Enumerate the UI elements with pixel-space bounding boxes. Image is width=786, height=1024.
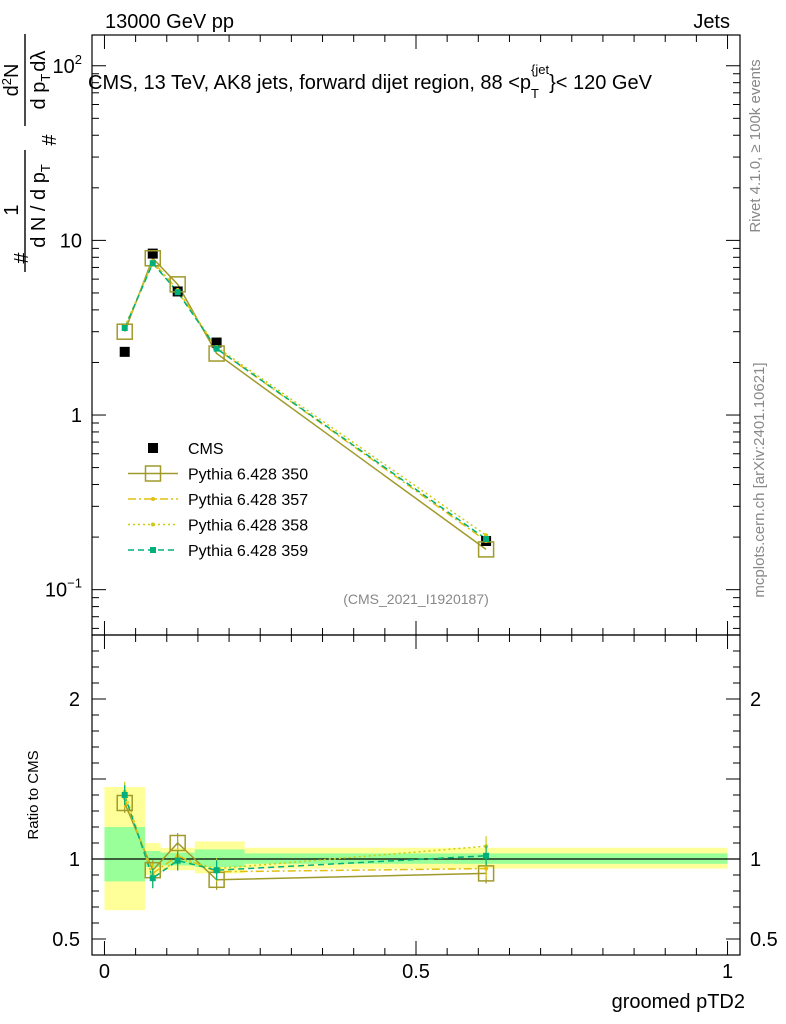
ratio-line-357: [124, 797, 487, 875]
main-point-359: [121, 325, 128, 331]
ylabel-hash-1: #: [11, 252, 33, 264]
legend-entry: Pythia 6.428 358: [128, 518, 308, 535]
main-y-tick-label: 10−1: [45, 576, 82, 602]
rivet-label: Rivet 4.1.0, ≥ 100k events: [747, 59, 764, 232]
x-tick-label: 1: [722, 961, 733, 983]
main-data-points: [116, 248, 495, 558]
main-point-350: [116, 323, 133, 340]
legend-label: CMS: [188, 441, 224, 458]
ratio-uncertainty-bands: [104, 787, 728, 911]
main-y-tick-label: 102: [53, 52, 82, 78]
chart-title-sup: {jet: [531, 62, 549, 77]
main-y-tick-label: 10: [60, 230, 82, 252]
x-axis-label: groomed pTD2: [612, 991, 745, 1013]
ratio-y-tick-label-right: 1: [750, 849, 761, 871]
main-point-cms: [211, 337, 222, 348]
legend-label: Pythia 6.428 358: [188, 518, 308, 535]
ratio-y-tick-label-right: 2: [750, 689, 761, 711]
main-point-359: [213, 345, 220, 352]
ylabel-hash-2: #: [39, 134, 61, 146]
ratio-y-tick-label: 0.5: [52, 929, 80, 951]
x-tick-label: 0: [99, 961, 110, 983]
main-point-359: [483, 536, 490, 543]
x-tick-label: 0.5: [402, 961, 430, 983]
ylabel-dn-dpt: d N / d pT: [28, 164, 53, 248]
ratio-point-359: [149, 875, 156, 882]
ratio-y-axis-label: Ratio to CMS: [25, 750, 42, 839]
legend-marker: [151, 497, 155, 501]
main-series-lines: [124, 256, 487, 551]
ratio-plot-frame: [91, 634, 741, 956]
ratio-tick-labels: 0.5 0.5 1 1 2 2 0 0.5 1: [52, 689, 778, 983]
ratio-y-tick-label: 1: [69, 849, 80, 871]
ratio-point-359: [121, 792, 128, 798]
chart-title-tail: }< 120 GeV: [549, 72, 653, 94]
main-y-tick-label: 1: [71, 405, 82, 427]
legend-marker: [151, 522, 155, 527]
legend: CMS Pythia 6.428 350 Pythia 6.428 357 Pythi…: [128, 441, 308, 560]
ratio-y-tick-label: 2: [69, 689, 80, 711]
main-point-cms: [119, 346, 130, 357]
ratio-panel: 0.5 0.5 1 1 2 2 0 0.5 1: [52, 634, 778, 983]
ylabel-one: 1: [1, 204, 23, 215]
legend-entry: Pythia 6.428 359: [128, 543, 308, 560]
chart-title-main: CMS, 13 TeV, AK8 jets, forward dijet reg…: [88, 72, 531, 94]
energy-label: 13000 GeV pp: [105, 11, 234, 33]
legend-label: Pythia 6.428 359: [188, 543, 308, 560]
chart-title-sub: T: [531, 86, 539, 101]
ratio-line-358: [123, 791, 487, 880]
ratio-data-points: [116, 781, 495, 890]
main-point-359: [174, 289, 181, 296]
chart-title: CMS, 13 TeV, AK8 jets, forward dijet reg…: [88, 62, 653, 101]
main-panel: 10−1 1 10 102: [45, 34, 741, 636]
category-label: Jets: [693, 11, 730, 33]
ratio-frame-box: [91, 634, 741, 956]
main-y-tick-labels: 10−1 1 10 102: [45, 52, 82, 602]
analysis-id: (CMS_2021_I1920187): [343, 591, 489, 607]
ratio-point-359: [483, 852, 490, 859]
main-line-pythia-6-428-358: [124, 261, 487, 536]
main-point-cms: [147, 248, 158, 259]
ylabel-dp-dl: d pTdλ: [28, 51, 53, 110]
main-point-359: [149, 260, 156, 267]
main-y-axis-label: # 1 d N / d pT # d2N d pTdλ: [0, 34, 61, 272]
legend-entry: Pythia 6.428 357: [128, 492, 308, 509]
ylabel-d2n: d2N: [0, 64, 23, 97]
ratio-point-359: [174, 857, 181, 864]
legend-label: Pythia 6.428 350: [188, 467, 308, 484]
ratio-y-tick-label-right: 0.5: [750, 929, 778, 951]
legend-entry: Pythia 6.428 350: [128, 465, 308, 484]
legend-label: Pythia 6.428 357: [188, 492, 308, 509]
legend-entry: CMS: [148, 441, 224, 458]
ratio-point-359: [213, 867, 220, 874]
legend-marker: [148, 443, 158, 453]
mcplots-label: mcplots.cern.ch [arXiv:2401.10621]: [751, 362, 768, 597]
ratio-band-green: [194, 849, 245, 867]
legend-marker: [150, 547, 156, 553]
ratio-point-357: [484, 866, 489, 871]
legend-marker: [144, 465, 162, 482]
